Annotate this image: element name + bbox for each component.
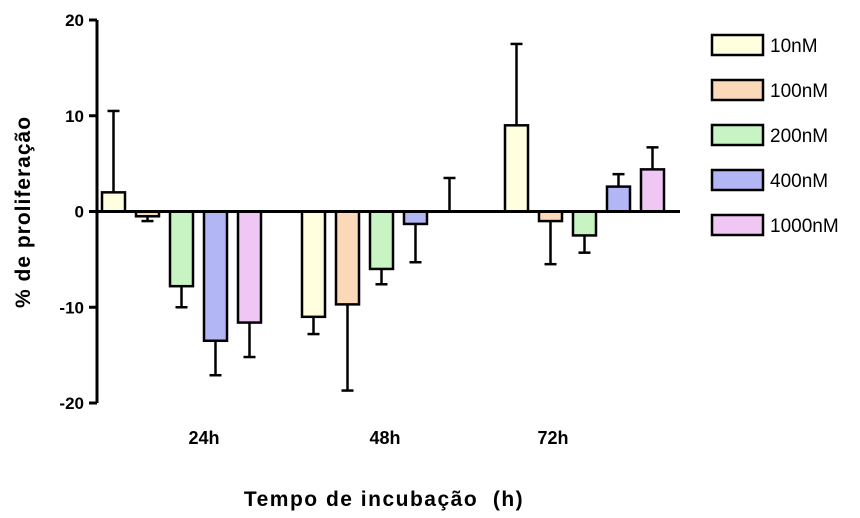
bar-200nM-48h	[368, 210, 395, 271]
category-label-48h: 48h	[369, 428, 400, 448]
legend-swatch-200nM	[710, 123, 765, 147]
bar-1000nM-72h	[639, 168, 666, 213]
legend-label-400nM: 400nM	[770, 171, 828, 192]
y-tick-label: 20	[65, 11, 84, 30]
y-tick-label: -20	[59, 394, 84, 413]
y-tick-label: 10	[65, 107, 84, 126]
bar-200nM-72h	[571, 210, 598, 237]
legend-label-1000nM: 1000nM	[770, 216, 839, 237]
y-tick-label: -10	[59, 298, 84, 317]
bar-10nM-72h	[503, 124, 530, 213]
bar-400nM-24h	[202, 210, 229, 343]
bar-10nM-24h	[100, 191, 127, 213]
bar-400nM-48h	[402, 210, 429, 226]
y-ticks: -20 -10 0 10 20	[59, 11, 97, 413]
legend-swatch-100nM	[710, 78, 765, 102]
legend-label-10nM: 10nM	[770, 36, 818, 57]
bar-200nM-24h	[168, 210, 195, 288]
bar-400nM-72h	[605, 185, 632, 213]
legend-swatch-400nM	[710, 168, 765, 192]
legend-label-100nM: 100nM	[770, 81, 828, 102]
category-labels: 24h 48h 72h	[188, 428, 568, 448]
legend-label-200nM: 200nM	[770, 126, 828, 147]
bar-100nM-48h	[334, 210, 361, 306]
axes-layer	[89, 20, 680, 403]
legend-swatch-1000nM	[710, 213, 765, 237]
y-tick-label: 0	[75, 203, 84, 222]
bar-10nM-48h	[300, 210, 327, 319]
category-label-72h: 72h	[537, 428, 568, 448]
category-label-24h: 24h	[188, 428, 219, 448]
x-axis-title: Tempo de incubação (h)	[244, 488, 524, 511]
y-axis-title: % de proliferação	[12, 116, 35, 308]
bar-1000nM-24h	[236, 210, 263, 324]
legend-swatch-10nM	[710, 33, 765, 57]
error-bars-layer	[107, 42, 659, 392]
legend: 10nM 100nM 200nM 400nM 1000nM	[710, 33, 839, 237]
